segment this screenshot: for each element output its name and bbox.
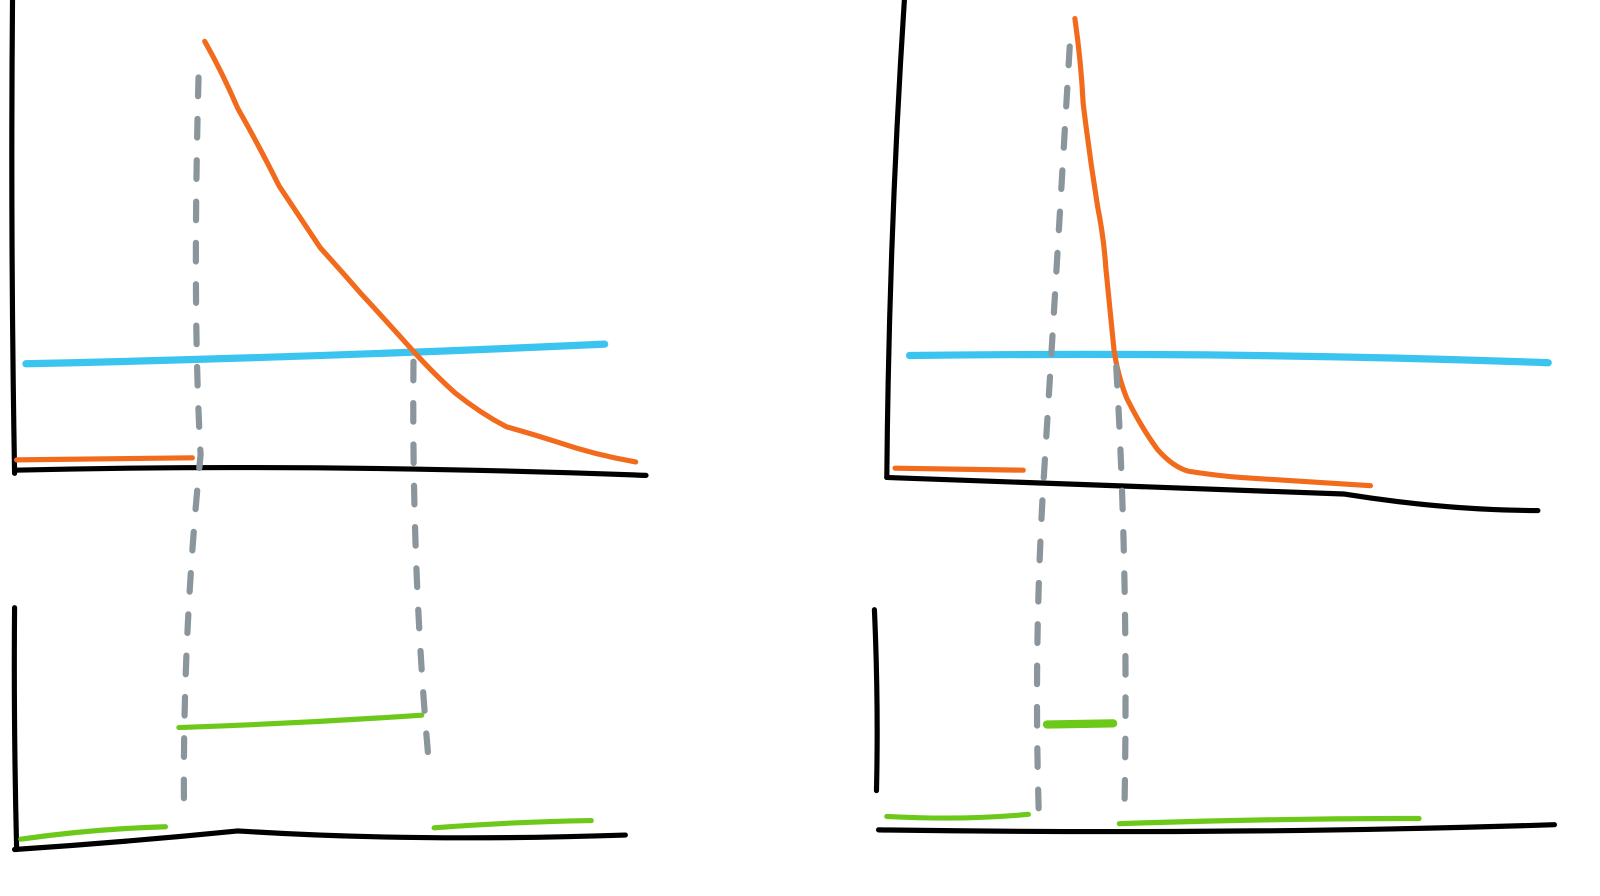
right-top-plot [884,0,1552,514]
x-axis [875,822,1558,835]
step-low [1116,815,1422,827]
x-axis [11,464,649,478]
y-axis [9,0,18,476]
curve-low [892,465,1026,473]
left-top-plot [9,0,649,478]
left-bottom-plot [11,605,628,853]
curve-low [14,455,195,463]
step-low [431,817,594,831]
y-axis [871,607,880,794]
threshold-line [905,350,1552,367]
y-axis [884,0,907,481]
step-high [1042,719,1118,729]
x-axis [11,828,628,853]
curve [202,38,639,465]
right-bottom-plot [871,607,1558,835]
guide-line [1033,43,1073,815]
step-low [884,811,1031,821]
threshold-line [22,340,609,368]
x-axis [884,474,1541,514]
guide-line [180,74,204,820]
step-high [176,712,425,731]
guide-line [410,358,433,768]
step-low [18,824,169,842]
y-axis [11,605,20,853]
guide-line [1113,363,1129,810]
